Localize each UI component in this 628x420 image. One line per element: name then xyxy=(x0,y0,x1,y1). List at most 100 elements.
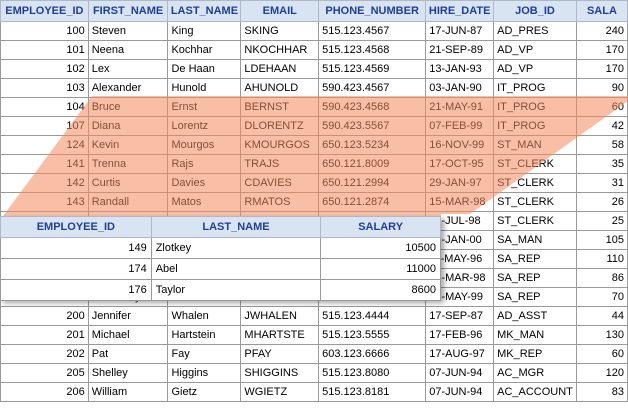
table-cell: 29-JAN-97 xyxy=(425,173,495,193)
table-cell: 16-NOV-99 xyxy=(425,135,495,155)
table-row: 149 Zlotkey 10500 xyxy=(0,237,441,259)
table-cell: AC_ACCOUNT xyxy=(493,382,577,402)
table-row: 200 Jennifer Whalen JWHALEN 515.123.4444 17-S… xyxy=(0,306,628,326)
employees-table: EMPLOYEE_ID FIRST_NAME LAST_NAME EMAIL PHONE… xyxy=(0,0,628,402)
employees-header-row: EMPLOYEE_ID FIRST_NAME LAST_NAME EMAIL PHONE… xyxy=(0,0,628,22)
table-cell: BERNST xyxy=(240,97,320,117)
table-cell: RMATOS xyxy=(240,192,320,212)
table-cell: 170 xyxy=(575,59,628,79)
table-cell: SHIGGINS xyxy=(240,363,320,383)
table-cell: 590.423.5567 xyxy=(318,116,427,136)
table-cell: MHARTSTE xyxy=(240,325,320,345)
table-row: 104 Bruce Ernst BERNST 590.423.4568 21-MAY-91… xyxy=(0,97,628,117)
table-row: 176 Taylor 8600 xyxy=(0,279,441,301)
table-row: 201 Michael Hartstein MHARTSTE 515.123.5555 1… xyxy=(0,325,628,345)
table-cell: 170 xyxy=(575,40,628,60)
table-cell: 60 xyxy=(575,344,628,364)
table-cell: MK_REP xyxy=(493,344,577,364)
table-cell: 650.121.2874 xyxy=(318,192,427,212)
table-cell: 105 xyxy=(575,230,628,250)
table-cell: 101 xyxy=(0,40,89,60)
table-cell: 07-JUN-94 xyxy=(425,382,495,402)
table-cell: 17-AUG-97 xyxy=(425,344,495,364)
table-cell: 25 xyxy=(575,211,628,231)
table-cell: 17-FEB-96 xyxy=(425,325,495,345)
table-cell: Bruce xyxy=(87,97,169,117)
table-cell: 103 xyxy=(0,78,89,98)
table-cell: SA_REP xyxy=(493,268,577,288)
table-row: 124 Kevin Mourgos KMOURGOS 650.123.5234 16-NO… xyxy=(0,135,628,155)
table-cell: PFAY xyxy=(240,344,320,364)
table-cell: 15-MAR-98 xyxy=(425,192,495,212)
table-cell: 149 xyxy=(0,237,152,259)
table-cell: 200 xyxy=(0,306,89,326)
table-cell: 42 xyxy=(575,116,628,136)
table-row: 101 Neena Kochhar NKOCHHAR 515.123.4568 21-SE… xyxy=(0,40,628,60)
table-cell: Lorentz xyxy=(167,116,242,136)
table-cell: 17-SEP-87 xyxy=(425,306,495,326)
column-header: JOB_ID xyxy=(493,0,577,22)
table-cell: Higgins xyxy=(167,363,242,383)
table-cell: Steven xyxy=(87,21,169,41)
table-cell: 35 xyxy=(575,154,628,174)
column-header: PHONE_NUMBER xyxy=(318,0,427,22)
table-cell: 31 xyxy=(575,173,628,193)
table-cell: Michael xyxy=(87,325,169,345)
table-cell: 58 xyxy=(575,135,628,155)
table-cell: 03-JAN-90 xyxy=(425,78,495,98)
table-cell: SA_REP xyxy=(493,249,577,269)
table-cell: 142 xyxy=(0,173,89,193)
table-cell: 515.123.4567 xyxy=(318,21,427,41)
table-cell: Kevin xyxy=(87,135,169,155)
table-cell: Trenna xyxy=(87,154,169,174)
column-header: EMAIL xyxy=(240,0,320,22)
table-cell: Neena xyxy=(87,40,169,60)
table-cell: 29-JAN-00 xyxy=(425,230,495,250)
table-cell: 90 xyxy=(575,78,628,98)
table-cell: 650.123.5234 xyxy=(318,135,427,155)
table-cell: TRAJS xyxy=(240,154,320,174)
table-cell: De Haan xyxy=(167,59,242,79)
table-cell: Ernst xyxy=(167,97,242,117)
table-cell: AD_PRES xyxy=(493,21,577,41)
table-cell: ST_MAN xyxy=(493,135,577,155)
table-row: 205 Shelley Higgins SHIGGINS 515.123.8080 07-… xyxy=(0,363,628,383)
table-cell: 130 xyxy=(575,325,628,345)
table-row: 102 Lex De Haan LDEHAAN 515.123.4569 13-JAN-9… xyxy=(0,59,628,79)
column-header: SALA xyxy=(575,0,628,22)
table-cell: Gietz xyxy=(167,382,242,402)
table-cell: WGIETZ xyxy=(240,382,320,402)
table-cell: Shelley xyxy=(87,363,169,383)
column-header: EMPLOYEE_ID xyxy=(0,0,89,22)
table-cell: DLORENTZ xyxy=(240,116,320,136)
result-header-row: EMPLOYEE_ID LAST_NAME SALARY xyxy=(0,216,441,238)
table-cell: 240 xyxy=(575,21,628,41)
table-row: 103 Alexander Hunold AHUNOLD 590.423.4567 03-… xyxy=(0,78,628,98)
table-row: 142 Curtis Davies CDAVIES 650.121.2994 29-JAN… xyxy=(0,173,628,193)
table-cell: 107 xyxy=(0,116,89,136)
table-cell: AD_VP xyxy=(493,40,577,60)
table-cell: 70 xyxy=(575,287,628,307)
table-cell: 515.123.4569 xyxy=(318,59,427,79)
table-cell: 515.123.8181 xyxy=(318,382,427,402)
table-cell: 17-OCT-95 xyxy=(425,154,495,174)
table-cell: 86 xyxy=(575,268,628,288)
table-row: 206 William Gietz WGIETZ 515.123.8181 07-JUN-… xyxy=(0,382,628,402)
table-cell: ST_CLERK xyxy=(493,154,577,174)
table-cell: Mourgos xyxy=(167,135,242,155)
table-cell: 102 xyxy=(0,59,89,79)
table-cell: IT_PROG xyxy=(493,116,577,136)
table-cell: Abel xyxy=(150,258,322,280)
table-cell: JWHALEN xyxy=(240,306,320,326)
table-cell: William xyxy=(87,382,169,402)
table-cell: 21-SEP-89 xyxy=(425,40,495,60)
table-cell: 515.123.8080 xyxy=(318,363,427,383)
table-cell: Matos xyxy=(167,192,242,212)
table-cell: 104 xyxy=(0,97,89,117)
table-cell: 176 xyxy=(0,279,152,301)
table-cell: 590.423.4568 xyxy=(318,97,427,117)
table-cell: Curtis xyxy=(87,173,169,193)
table-row: 107 Diana Lorentz DLORENTZ 590.423.5567 07-FE… xyxy=(0,116,628,136)
table-cell: Whalen xyxy=(167,306,242,326)
column-header: EMPLOYEE_ID xyxy=(0,216,152,238)
